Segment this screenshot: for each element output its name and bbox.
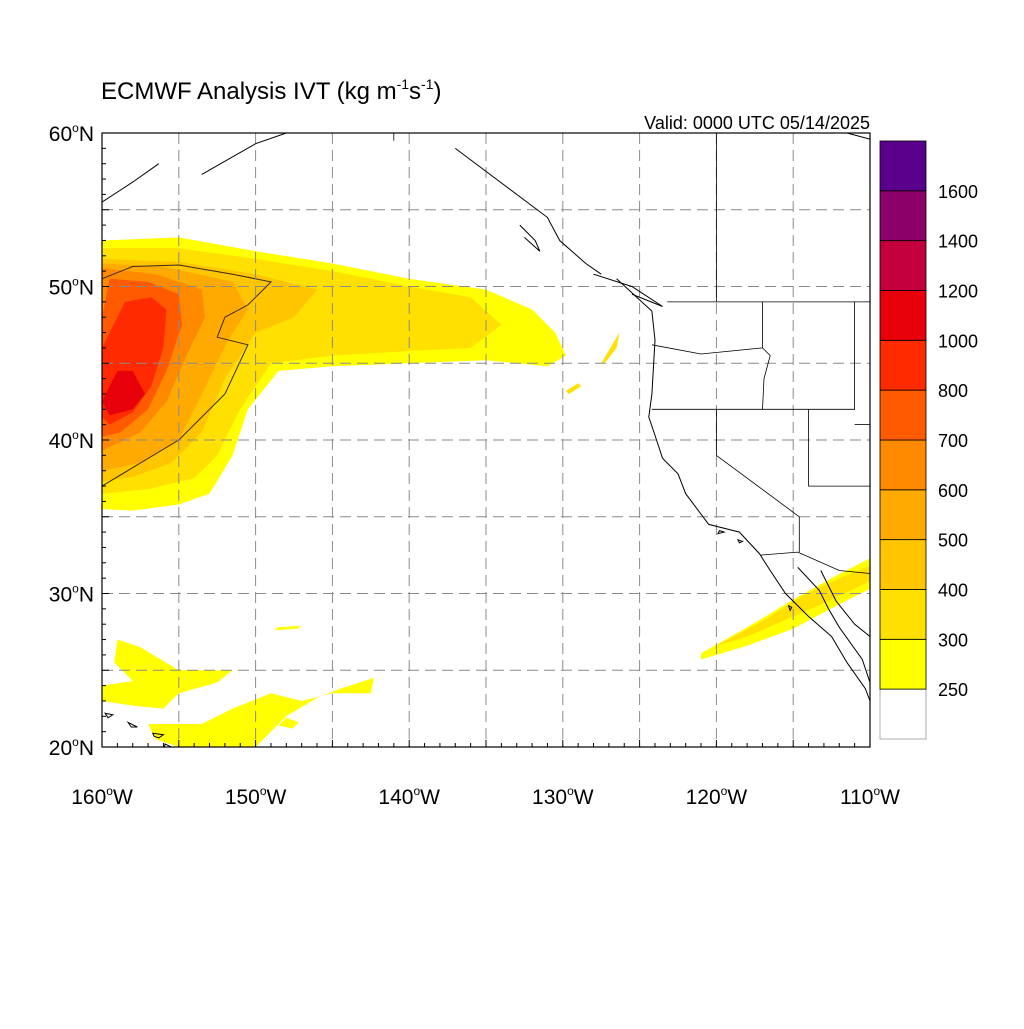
colorbar-swatch xyxy=(879,638,927,690)
lon-tick-label: 130oW xyxy=(532,784,594,809)
valid-time-label: Valid: 0000 UTC 05/14/2025 xyxy=(644,113,870,133)
island-outline xyxy=(716,529,726,535)
ivt-region-hawaii-moisture-3 xyxy=(278,717,299,729)
colorbar-label: 800 xyxy=(938,381,968,401)
ivt-region-baja-plume-400 xyxy=(716,565,870,646)
colorbar-swatch xyxy=(879,190,927,242)
colorbar-label: 700 xyxy=(938,431,968,451)
lat-tick-label: 20oN xyxy=(49,735,94,760)
coastline xyxy=(846,133,870,140)
coastline xyxy=(455,147,602,275)
ivt-contour-line xyxy=(102,264,273,487)
coastline xyxy=(519,224,541,252)
ivt-region-hawaii-moisture-2 xyxy=(148,677,374,747)
colorbar-swatch xyxy=(879,389,927,441)
figure-title: ECMWF Analysis IVT (kg m-1s-1) xyxy=(101,76,442,105)
colorbar-swatch xyxy=(879,688,927,740)
lon-tick-label: 160oW xyxy=(71,784,133,809)
island-outline xyxy=(104,712,115,719)
colorbar: 250 300 400 500 600 700 800 1000 1200 1400 1600 xyxy=(879,140,978,740)
coastline xyxy=(102,163,160,203)
colorbar-label: 1200 xyxy=(938,282,978,302)
plot-area xyxy=(102,133,870,747)
political-border xyxy=(760,551,870,574)
colorbar-swatch xyxy=(879,539,927,590)
lat-tick-label: 50oN xyxy=(49,275,94,300)
colorbar-swatch xyxy=(879,240,927,291)
lat-tick-label: 30oN xyxy=(49,582,94,607)
axes: 60oN 50oN 40oN 30oN 20oN 160oW 150oW 140oW 130oW… xyxy=(49,121,900,809)
political-border xyxy=(651,301,855,410)
colorbar-swatch xyxy=(879,589,927,640)
island-outline xyxy=(736,538,744,544)
political-border xyxy=(762,347,771,410)
lon-tick-label: 120oW xyxy=(686,784,748,809)
colorbar-label: 400 xyxy=(938,581,968,601)
ivt-region-east-pacific-plume-1200 xyxy=(102,370,145,416)
title-main: ECMWF Analysis IVT (kg m xyxy=(101,78,397,105)
island-outline xyxy=(151,732,165,739)
ivt-region-hawaii-moisture-1 xyxy=(102,639,233,709)
colorbar-swatch xyxy=(879,140,927,192)
coastline xyxy=(201,133,287,175)
title-close: ) xyxy=(434,78,442,105)
colorbar-label: 250 xyxy=(938,680,968,700)
title-mid: s xyxy=(409,78,421,105)
colorbar-label: 500 xyxy=(938,531,968,551)
coastline xyxy=(797,567,870,683)
coastline xyxy=(593,273,663,307)
ivt-region-hawaii-moisture-4 xyxy=(274,625,302,631)
lon-tick-label: 110oW xyxy=(840,784,900,809)
colorbar-label: 1600 xyxy=(938,182,978,202)
coastline xyxy=(820,570,870,637)
colorbar-swatch xyxy=(879,290,927,341)
lat-tick-label: 60oN xyxy=(49,121,94,146)
colorbar-label: 300 xyxy=(938,630,968,650)
colorbar-label: 1400 xyxy=(938,232,978,252)
island-outline xyxy=(126,721,138,728)
island-outline xyxy=(787,604,793,612)
colorbar-swatch xyxy=(879,339,927,391)
coastline xyxy=(616,278,870,702)
colorbar-label: 600 xyxy=(938,481,968,501)
lon-tick-label: 140oW xyxy=(378,784,440,809)
colorbar-swatch xyxy=(879,439,927,491)
colorbar-swatch xyxy=(879,489,927,540)
title-exponent-2: -1 xyxy=(421,76,434,92)
political-border xyxy=(716,409,800,553)
political-border xyxy=(808,409,870,487)
ivt-region-offshore-streak-2 xyxy=(565,383,582,394)
colorbar-label: 1000 xyxy=(938,331,978,351)
political-border xyxy=(651,301,763,355)
lon-tick-label: 150oW xyxy=(225,784,287,809)
ivt-region-offshore-streak-1 xyxy=(601,332,620,364)
lat-tick-label: 40oN xyxy=(49,428,94,453)
title-exponent-1: -1 xyxy=(397,76,410,92)
